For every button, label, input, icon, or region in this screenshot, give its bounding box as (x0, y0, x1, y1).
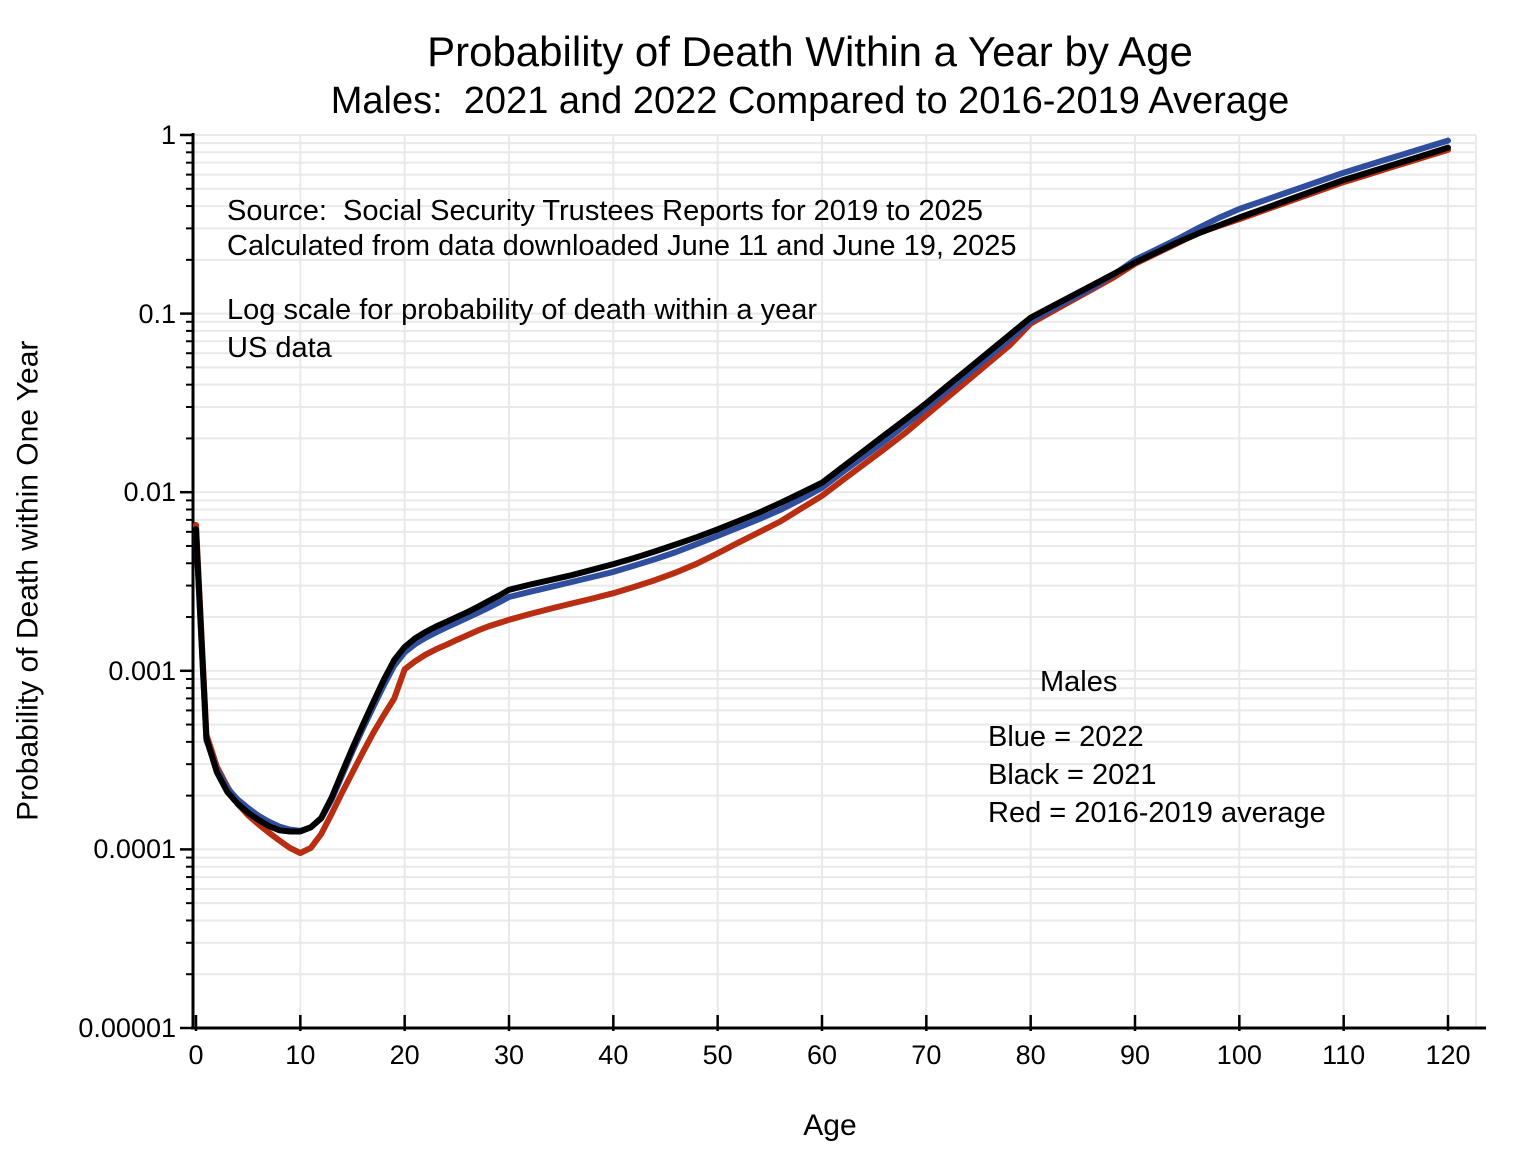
legend-title: Males (1040, 666, 1118, 698)
legend-entry-black: Black = 2021 (988, 759, 1157, 791)
y-tick-label-0.01: 0.01 (123, 477, 176, 508)
y-tick-label-1: 1 (160, 120, 176, 150)
x-tick-label-60: 60 (806, 1040, 838, 1070)
chart-subtitle: Males: 2021 and 2022 Compared to 2016-20… (330, 80, 1290, 122)
y-tick-label-0.1: 0.1 (138, 298, 176, 329)
x-tick-label-70: 70 (911, 1040, 942, 1070)
x-axis-title: Age (803, 1109, 857, 1142)
x-tick-label-20: 20 (389, 1040, 420, 1070)
x-tick-label-90: 90 (1119, 1040, 1151, 1070)
x-tick-label-100: 100 (1216, 1040, 1262, 1070)
x-tick-label-80: 80 (1015, 1040, 1046, 1070)
annotation-us-data-note: US data (227, 332, 332, 364)
annotation-source-line2: Calculated from data downloaded June 11 … (227, 230, 1017, 262)
x-tick-label-30: 30 (493, 1040, 525, 1070)
series-line-2021 (193, 144, 1451, 835)
y-tick-label-0.001: 0.001 (108, 655, 176, 686)
annotation-source-line1: Source: Social Security Trustees Reports… (227, 195, 984, 227)
x-tick-label-120: 120 (1425, 1040, 1471, 1070)
x-tick-label-110: 110 (1322, 1040, 1366, 1070)
chart-title: Probability of Death Within a Year by Ag… (427, 28, 1193, 75)
annotation-log-scale-note: Log scale for probability of death withi… (227, 294, 818, 326)
x-tick-label-40: 40 (598, 1040, 629, 1070)
y-tick-label-0.0001: 0.0001 (93, 834, 176, 865)
y-axis-title: Probability of Death within One Year (11, 340, 45, 821)
legend-entry-red: Red = 2016-2019 average (988, 797, 1326, 829)
x-tick-label-10: 10 (285, 1040, 316, 1070)
x-tick-label-0: 0 (188, 1040, 204, 1070)
y-tick-label-0.00001: 0.00001 (78, 1013, 176, 1043)
x-tick-label-50: 50 (702, 1040, 733, 1070)
legend-entry-blue: Blue = 2022 (988, 721, 1144, 753)
